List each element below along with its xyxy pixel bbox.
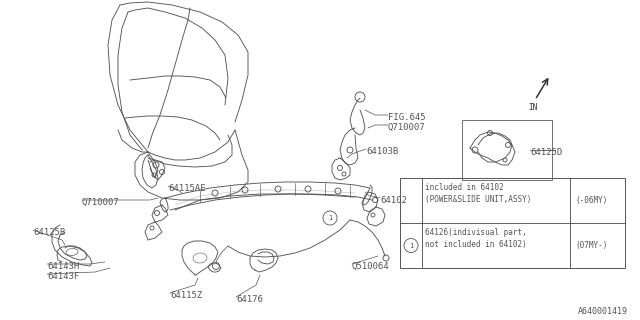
Bar [400,178,625,268]
Text: 64115Z: 64115Z [170,291,202,300]
Bar [462,120,552,180]
Text: 64126(indivisual part,
not included in 64102): 64126(indivisual part, not included in 6… [425,228,527,249]
Text: 64143F: 64143F [47,272,79,281]
Text: 64115AE: 64115AE [168,184,205,193]
Text: 1: 1 [328,215,332,221]
Text: 64103B: 64103B [366,147,398,156]
Text: 1: 1 [409,243,413,249]
Text: 64102: 64102 [380,196,407,205]
Text: Q710007: Q710007 [82,198,120,207]
Text: included in 64102
(POWER&SLIDE UNIT,ASSY): included in 64102 (POWER&SLIDE UNIT,ASSY… [425,183,531,204]
Text: 64125D: 64125D [530,148,563,157]
Text: 64143H: 64143H [47,262,79,271]
Text: IN: IN [528,103,537,112]
Text: A640001419: A640001419 [578,307,628,316]
Text: (-06MY): (-06MY) [575,196,607,205]
Text: (07MY-): (07MY-) [575,241,607,250]
Text: 64176: 64176 [236,295,263,304]
Text: 64125B: 64125B [33,228,65,237]
Text: Q710007: Q710007 [388,123,426,132]
Text: FIG.645: FIG.645 [388,113,426,122]
Text: Q510064: Q510064 [352,262,390,271]
